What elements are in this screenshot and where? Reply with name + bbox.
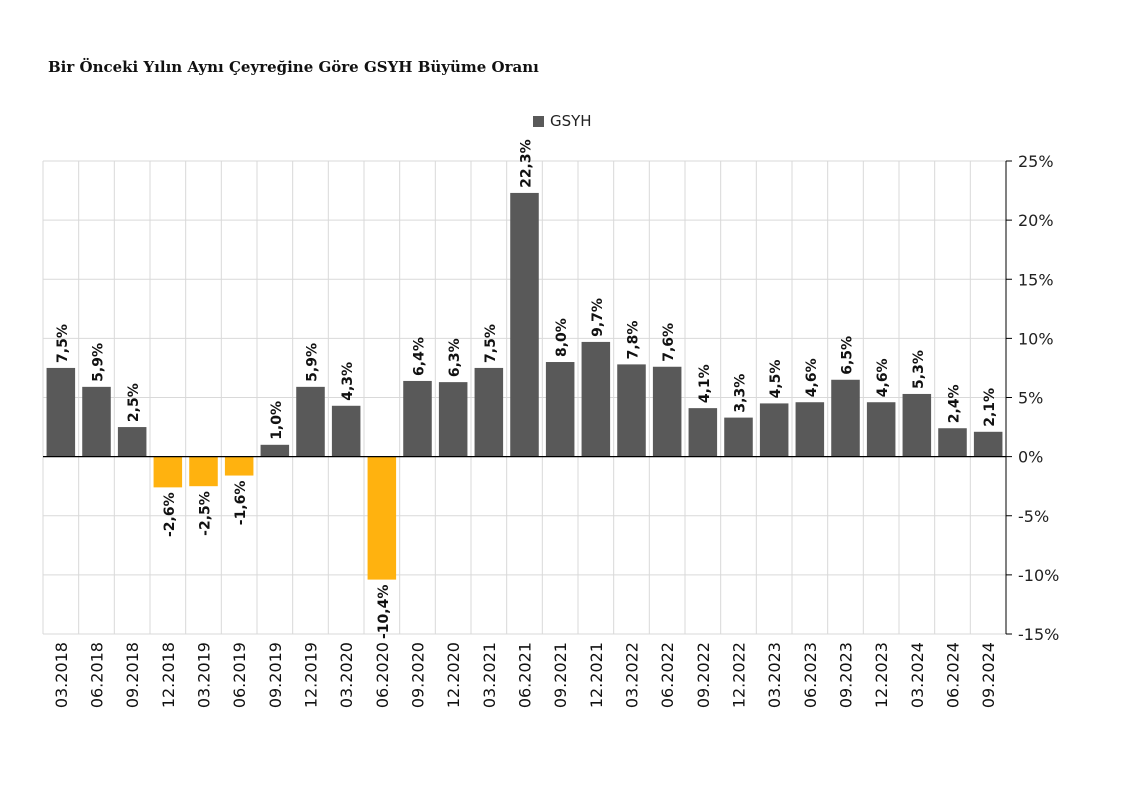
- bar: [581, 341, 611, 457]
- x-tick-label: 09.2022: [694, 642, 713, 708]
- x-tick-label: 06.2022: [658, 642, 677, 708]
- x-tick-label: 03.2023: [765, 642, 784, 708]
- legend: GSYH: [533, 112, 592, 130]
- y-tick-label: 15%: [1018, 270, 1054, 289]
- bar: [367, 456, 397, 580]
- data-label: 2,4%: [947, 384, 963, 423]
- data-label: 7,6%: [661, 323, 677, 362]
- legend-label: GSYH: [550, 112, 592, 130]
- bar: [795, 402, 825, 457]
- bar: [938, 428, 967, 457]
- x-tick-label: 09.2020: [409, 642, 428, 708]
- data-label: 3,3%: [733, 374, 749, 413]
- x-tick-label: 03.2019: [195, 642, 214, 708]
- x-tick-label: 06.2018: [88, 642, 107, 708]
- x-tick-label: 09.2018: [123, 642, 142, 708]
- data-label: 22,3%: [519, 139, 535, 188]
- x-tick-label: 09.2023: [837, 642, 856, 708]
- x-tick-label: 03.2024: [908, 642, 927, 708]
- legend-swatch: [533, 115, 544, 127]
- x-tick-label: 03.2020: [337, 642, 356, 708]
- x-tick-label: 06.2024: [944, 642, 963, 708]
- axis-layer: 25% 20% 15% 10% 5% 0% -5% -10% -15% 03.2018 06.201…: [43, 152, 1059, 708]
- x-tick-label: 03.2018: [52, 642, 71, 708]
- y-tick-label: 20%: [1018, 211, 1054, 230]
- data-label: 7,5%: [55, 324, 71, 363]
- data-label: 1,0%: [269, 401, 285, 440]
- label-layer: 7,5% 5,9% 2,5% -2,6% -2,5% -1,6% 1,0% 5,9% 4,3% -…: [55, 139, 998, 639]
- data-label: 9,7%: [590, 298, 606, 337]
- bar: [189, 456, 218, 487]
- bar: [759, 403, 789, 457]
- y-tick-label: 5%: [1018, 389, 1043, 408]
- bar-layer: [46, 192, 1003, 580]
- bar: [688, 408, 718, 457]
- data-label: 5,3%: [911, 350, 927, 389]
- bar: [224, 456, 254, 476]
- bar: [902, 393, 932, 457]
- bar: [438, 382, 468, 457]
- data-label: 4,6%: [875, 358, 891, 397]
- x-tick-label: 03.2022: [623, 642, 642, 708]
- bar: [866, 402, 896, 457]
- bar: [724, 417, 753, 457]
- data-label: 6,4%: [412, 337, 428, 376]
- y-tick-label: -15%: [1018, 625, 1059, 644]
- data-label: 6,3%: [447, 338, 463, 377]
- x-tick-label: 06.2019: [230, 642, 249, 708]
- x-tick-label: 06.2023: [801, 642, 820, 708]
- bar: [831, 379, 860, 457]
- bar: [403, 380, 432, 457]
- x-tick-label: 12.2023: [872, 642, 891, 708]
- bar: [331, 405, 361, 457]
- data-label: 2,5%: [126, 383, 142, 422]
- x-tick-label: 09.2024: [979, 642, 998, 708]
- data-label: 5,9%: [91, 343, 107, 382]
- bar: [260, 444, 290, 457]
- y-tick-label: 10%: [1018, 329, 1054, 348]
- bar: [82, 386, 111, 457]
- x-tick-label: 09.2021: [551, 642, 570, 708]
- x-tick-label: 12.2020: [444, 642, 463, 708]
- y-tick-label: -10%: [1018, 566, 1059, 585]
- x-tick-label: 12.2019: [302, 642, 321, 708]
- bar: [153, 456, 183, 488]
- x-tick-label: 06.2020: [373, 642, 392, 708]
- data-label: 4,3%: [340, 362, 356, 401]
- x-tick-label: 12.2022: [730, 642, 749, 708]
- bar: [46, 367, 76, 457]
- data-label: 8,0%: [554, 318, 570, 357]
- y-tick-label: -5%: [1018, 507, 1049, 526]
- data-label: 6,5%: [840, 336, 856, 375]
- bar: [510, 192, 539, 457]
- data-label: 4,5%: [768, 360, 784, 399]
- x-tick-label: 12.2021: [587, 642, 606, 708]
- x-tick-label: 03.2021: [480, 642, 499, 708]
- bar: [117, 427, 147, 457]
- data-label: -2,6%: [162, 492, 178, 537]
- data-label: 4,1%: [697, 364, 713, 403]
- data-label: 7,5%: [483, 324, 499, 363]
- data-label: 7,8%: [626, 321, 642, 360]
- data-label: -1,6%: [233, 481, 249, 526]
- bar: [617, 364, 646, 457]
- x-tick-label: 06.2021: [516, 642, 535, 708]
- x-tick-label: 09.2019: [266, 642, 285, 708]
- y-tick-label: 25%: [1018, 152, 1054, 171]
- bar: [545, 362, 575, 457]
- bar: [474, 367, 504, 457]
- bar: [296, 386, 325, 457]
- bar: [652, 366, 682, 457]
- data-label: -10,4%: [376, 585, 392, 639]
- data-label: 5,9%: [305, 343, 321, 382]
- data-label: 4,6%: [804, 358, 820, 397]
- y-tick-label: 0%: [1018, 448, 1043, 467]
- x-tick-label: 12.2018: [159, 642, 178, 708]
- data-label: 2,1%: [982, 388, 998, 427]
- data-label: -2,5%: [198, 491, 214, 536]
- chart-title: Bir Önceki Yılın Aynı Çeyreğine Göre GSY…: [48, 58, 539, 76]
- bar: [973, 431, 1003, 457]
